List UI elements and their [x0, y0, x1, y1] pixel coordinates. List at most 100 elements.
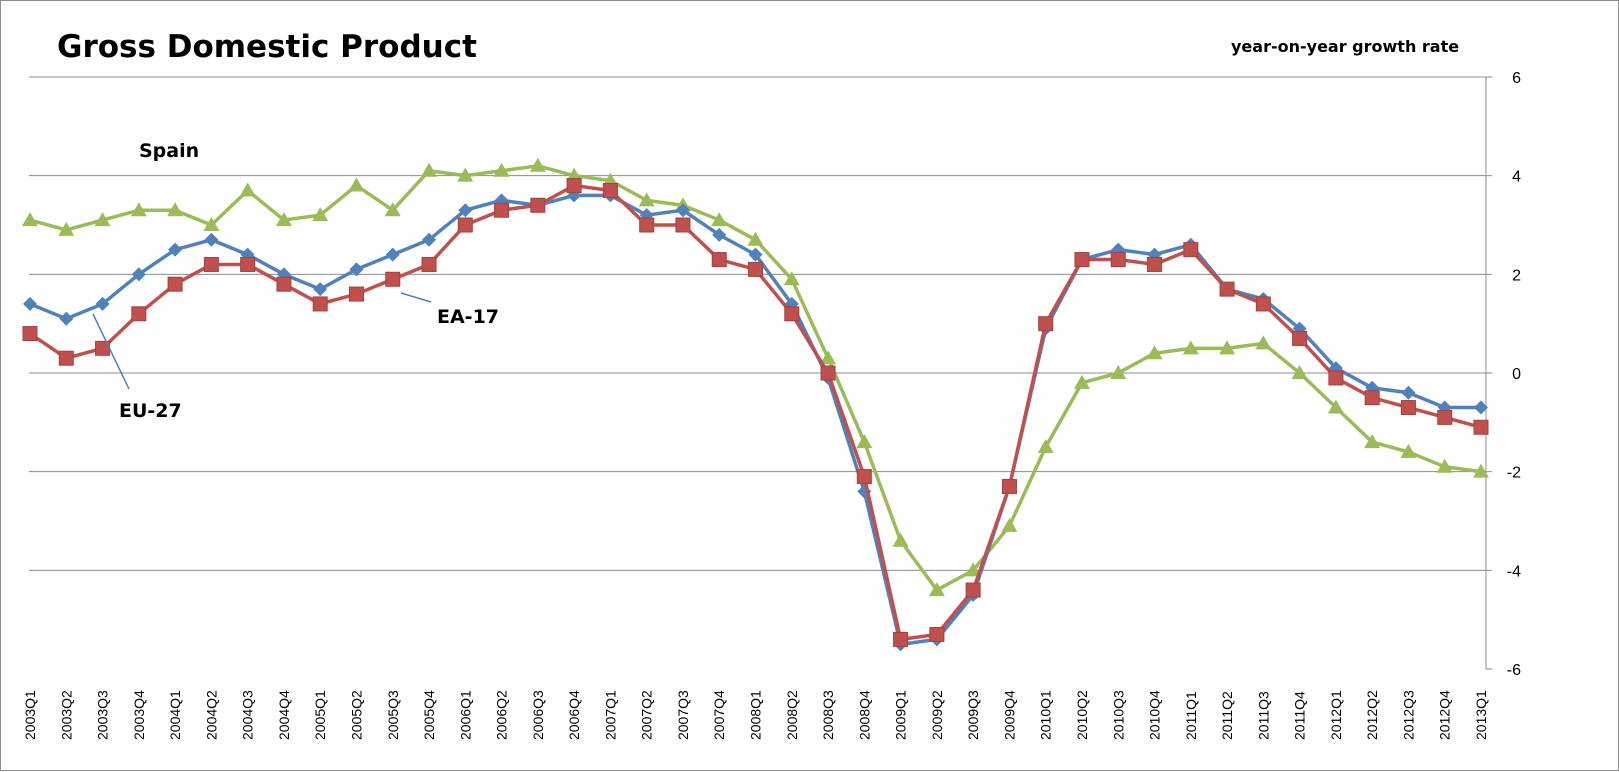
data-point-ea-17 [893, 631, 909, 647]
x-tick-label: 2012Q3 [1400, 690, 1416, 740]
data-point-ea-17 [965, 582, 981, 598]
data-point-spain [711, 212, 728, 227]
data-point-ea-17 [203, 256, 219, 272]
x-tick-label: 2011Q3 [1255, 691, 1271, 740]
data-point-ea-17 [675, 217, 691, 233]
x-tick-label: 2012Q2 [1364, 690, 1380, 740]
data-point-spain [529, 157, 546, 172]
x-tick-label: 2007Q4 [711, 690, 727, 740]
x-tick-label: 2008Q4 [856, 690, 872, 740]
y-tick-label: 6 [1512, 70, 1521, 87]
data-point-ea-17 [856, 469, 872, 485]
x-tick-label: 2003Q1 [22, 690, 38, 740]
data-point-eu-27 [1111, 242, 1126, 257]
data-point-eu-27 [1401, 385, 1416, 400]
data-point-spain [1400, 443, 1417, 458]
y-axis-ticks: 6 4 2 0 -2 -4 -6 [1485, 70, 1521, 679]
data-point-spain [58, 221, 75, 236]
data-point-ea-17 [1364, 390, 1380, 406]
annotation-spain: Spain [139, 140, 199, 162]
data-point-ea-17 [421, 256, 437, 272]
x-tick-label: 2005Q1 [312, 690, 328, 740]
data-point-ea-17 [530, 197, 546, 213]
data-point-eu-27 [168, 242, 183, 257]
data-point-eu-27 [422, 232, 437, 247]
x-tick-label: 2005Q3 [385, 690, 401, 740]
x-tick-label: 2006Q3 [530, 690, 546, 740]
data-point-eu-27 [458, 203, 473, 218]
x-tick-label: 2005Q4 [421, 690, 437, 740]
x-tick-label: 2008Q3 [820, 690, 836, 740]
data-point-spain [1436, 458, 1453, 473]
data-point-spain [928, 582, 945, 597]
data-point-ea-17 [566, 178, 582, 194]
data-point-spain [275, 212, 292, 227]
x-tick-label: 2007Q2 [639, 690, 655, 740]
data-point-ea-17 [22, 326, 38, 342]
annotation-eu27-leader [92, 313, 130, 390]
chart-title: Gross Domestic Product [57, 29, 477, 65]
data-point-spain [783, 271, 800, 286]
x-tick-label: 2009Q2 [929, 690, 945, 740]
data-point-eu-27 [1474, 400, 1488, 415]
data-point-ea-17 [58, 350, 74, 366]
data-point-spain [965, 562, 982, 577]
data-point-spain [1037, 439, 1054, 453]
x-tick-label: 2003Q4 [131, 690, 147, 740]
gridlines [29, 76, 1486, 571]
data-point-ea-17 [639, 217, 655, 233]
data-point-ea-17 [1255, 296, 1271, 312]
x-tick-label: 2003Q2 [58, 690, 74, 740]
y-tick-label: 4 [1512, 169, 1521, 186]
chart-subtitle: year-on-year growth rate [1231, 37, 1459, 56]
annotation-ea17: EA-17 [437, 306, 499, 328]
data-point-ea-17 [1219, 281, 1235, 297]
data-point-eu-27 [131, 267, 146, 282]
data-point-ea-17 [929, 626, 945, 642]
data-point-eu-27 [385, 247, 400, 262]
data-point-spain [239, 182, 256, 197]
data-point-eu-27 [204, 232, 219, 247]
data-point-eu-27 [349, 262, 364, 277]
x-tick-label: 2011Q2 [1219, 691, 1235, 740]
data-point-spain [1073, 374, 1090, 389]
x-tick-label: 2010Q3 [1110, 690, 1126, 740]
data-point-ea-17 [1328, 370, 1344, 386]
x-tick-label: 2004Q2 [203, 690, 219, 740]
data-point-ea-17 [1183, 242, 1199, 258]
annotation-ea17-leader [400, 292, 432, 303]
data-point-ea-17 [240, 256, 256, 272]
data-point-spain [1146, 345, 1163, 360]
data-point-ea-17 [1147, 256, 1163, 272]
data-point-eu-27 [95, 296, 110, 311]
x-tick-label: 2006Q2 [494, 690, 510, 740]
data-point-eu-27 [59, 311, 74, 326]
data-point-spain [747, 231, 764, 246]
data-point-ea-17 [1400, 400, 1416, 416]
y-tick-label: -6 [1507, 662, 1521, 679]
data-point-eu-27 [748, 247, 763, 262]
data-point-ea-17 [385, 271, 401, 287]
data-point-spain [312, 207, 329, 222]
x-tick-label: 2004Q4 [276, 690, 292, 740]
annotation-eu27: EU-27 [119, 400, 182, 422]
data-point-ea-17 [1437, 409, 1453, 425]
data-point-ea-17 [1001, 478, 1017, 494]
x-axis-ticks: 2003Q1 2003Q2 2003Q3 2003Q4 2004Q1 2004Q2 2004… [22, 690, 1489, 740]
data-point-ea-17 [167, 276, 183, 292]
data-point-ea-17 [312, 296, 328, 312]
data-point-spain [1473, 463, 1489, 478]
x-tick-label: 2007Q1 [602, 690, 618, 740]
x-tick-label: 2011Q4 [1292, 691, 1308, 740]
x-tick-label: 2003Q3 [95, 690, 111, 740]
x-tick-label: 2007Q3 [675, 690, 691, 740]
y-tick-label: 2 [1512, 267, 1521, 284]
data-point-ea-17 [494, 202, 510, 218]
data-point-ea-17 [276, 276, 292, 292]
data-point-spain [638, 192, 655, 207]
x-tick-label: 2010Q4 [1147, 690, 1163, 740]
data-point-spain [1001, 517, 1018, 532]
x-tick-label: 2010Q1 [1038, 690, 1054, 740]
